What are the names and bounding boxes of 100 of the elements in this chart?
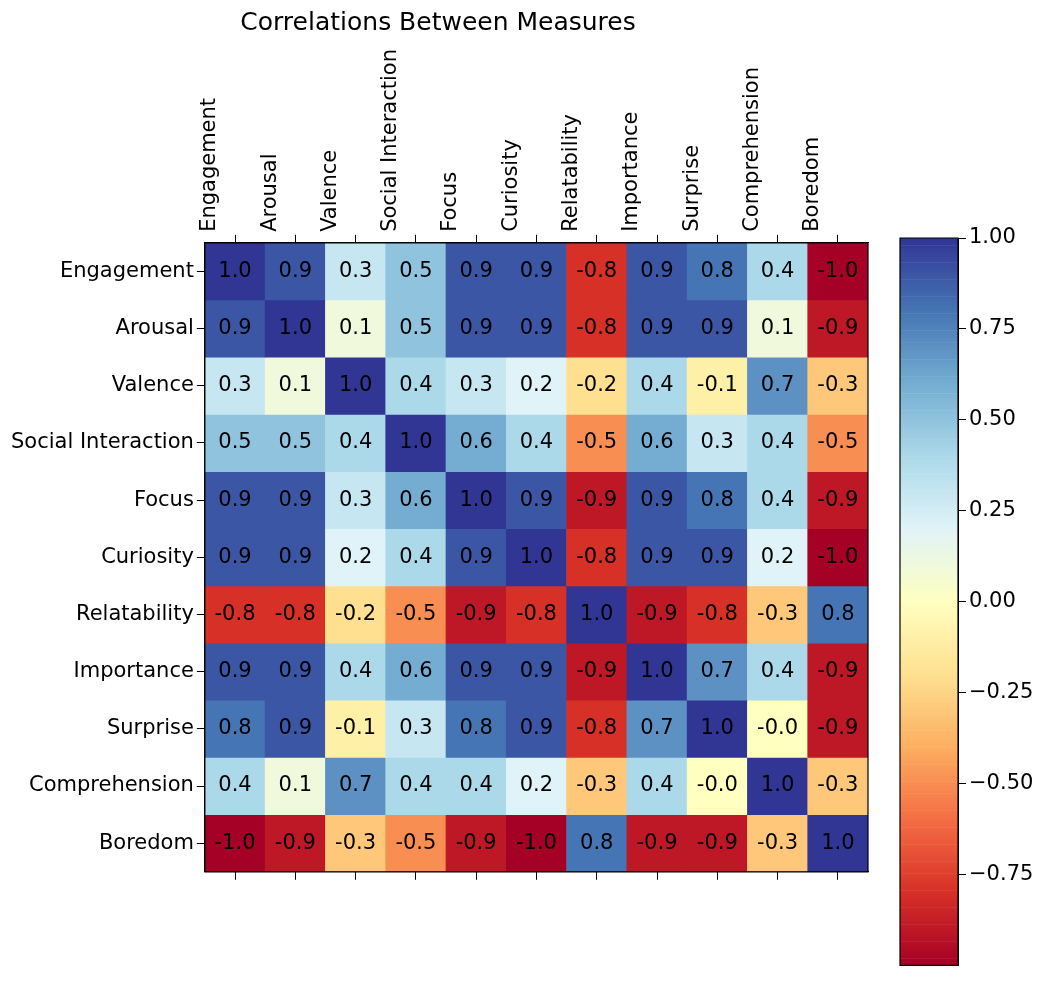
data-label: 1.0 [760, 772, 795, 797]
data-label: -0.9 [696, 829, 738, 854]
data-label: -0.3 [757, 829, 799, 854]
data-label: -0.9 [817, 486, 859, 511]
data-label: -0.3 [576, 772, 618, 797]
data-label: 0.6 [399, 658, 433, 683]
y-tick-label: Comprehension [28, 772, 194, 797]
x-tick-label: Comprehension [738, 66, 763, 232]
data-label: -0.9 [455, 829, 497, 854]
data-label: 0.2 [519, 772, 554, 797]
data-label: -0.9 [636, 600, 678, 625]
data-label: 0.5 [278, 429, 312, 454]
color-bar-label: −0.50 [969, 770, 1034, 794]
data-label: 0.7 [700, 658, 734, 683]
data-label: -0.8 [576, 543, 618, 568]
data-label: 0.3 [218, 372, 252, 397]
data-label: 1.0 [519, 543, 554, 568]
y-tick-label: Social Interaction [10, 429, 194, 454]
data-label: -0.9 [274, 829, 316, 854]
data-label: 0.9 [640, 486, 674, 511]
data-label: -0.8 [576, 257, 618, 282]
data-label: -0.5 [395, 600, 437, 625]
data-label: 0.4 [640, 772, 674, 797]
data-label: -0.3 [817, 772, 859, 797]
data-label: 1.0 [278, 315, 312, 340]
data-label: -0.1 [335, 715, 377, 740]
data-label: 0.2 [760, 543, 795, 568]
data-label: -0.9 [576, 486, 618, 511]
data-label: 0.6 [399, 486, 433, 511]
color-bar-label: 0.00 [969, 588, 1016, 613]
data-label: -0.8 [274, 600, 316, 625]
data-label: 0.9 [278, 257, 312, 282]
data-label: -0.3 [335, 829, 377, 854]
data-label: 0.1 [278, 372, 312, 397]
data-label: -0.9 [455, 600, 497, 625]
data-label: 1.0 [338, 372, 373, 397]
x-tick-label: Importance [618, 111, 643, 232]
x-tick-label: Curiosity [497, 139, 522, 232]
data-label: 0.9 [640, 315, 674, 340]
data-label: -0.9 [817, 658, 859, 683]
data-label: 0.4 [760, 658, 795, 683]
data-label: -0.8 [576, 715, 618, 740]
data-label: 0.9 [459, 543, 493, 568]
data-label: -0.0 [696, 772, 738, 797]
y-tick-label: Importance [73, 658, 194, 683]
data-label: 0.1 [760, 315, 795, 340]
data-label: 0.2 [519, 372, 554, 397]
y-tick-label: Arousal [115, 315, 194, 340]
data-label: -0.1 [696, 372, 738, 397]
data-label: 0.4 [338, 658, 373, 683]
data-label: 0.3 [338, 486, 373, 511]
data-label: 1.0 [399, 429, 433, 454]
data-label: 0.5 [218, 429, 252, 454]
y-tick-label: Surprise [106, 715, 194, 740]
x-tick-label: Surprise [678, 144, 703, 232]
data-label: -1.0 [817, 543, 859, 568]
data-label: 0.8 [459, 715, 493, 740]
y-tick-label: Curiosity [101, 543, 194, 568]
data-label: -1.0 [515, 829, 557, 854]
y-tick-label: Focus [133, 486, 194, 511]
data-label: -0.9 [817, 315, 859, 340]
data-label: -0.8 [576, 315, 618, 340]
data-label: 0.9 [700, 543, 734, 568]
data-label: 0.8 [700, 257, 734, 282]
data-label: 0.8 [821, 600, 855, 625]
data-label: 0.6 [640, 429, 674, 454]
color-bar-label: −0.25 [969, 679, 1034, 704]
data-label: 0.4 [399, 772, 433, 797]
data-label: 0.9 [278, 715, 312, 740]
data-label: 0.2 [338, 543, 373, 568]
x-tick-label: Arousal [256, 153, 281, 232]
color-bar-label: 0.50 [969, 406, 1016, 431]
data-label: 0.4 [760, 257, 795, 282]
data-label: 0.3 [338, 257, 373, 282]
data-label: 0.9 [459, 315, 493, 340]
y-tick-label: Valence [111, 372, 194, 397]
data-label: 1.0 [580, 600, 614, 625]
data-label: 1.0 [640, 658, 674, 683]
data-label: 1.0 [700, 715, 734, 740]
data-label: -0.9 [817, 715, 859, 740]
data-label: -0.8 [696, 600, 738, 625]
data-label: 0.9 [459, 257, 493, 282]
data-label: 0.7 [338, 772, 373, 797]
data-label: 0.8 [580, 829, 614, 854]
data-label: 0.4 [399, 543, 433, 568]
data-label: 0.9 [519, 658, 554, 683]
data-label: 0.5 [399, 257, 433, 282]
data-label: 0.9 [218, 486, 252, 511]
data-label: 0.9 [278, 658, 312, 683]
data-label: -0.5 [576, 429, 618, 454]
data-label: 1.0 [821, 829, 855, 854]
color-bar-label: 0.25 [969, 497, 1016, 522]
data-label: 0.7 [760, 372, 795, 397]
data-label: 0.9 [640, 257, 674, 282]
data-label: 0.4 [519, 429, 554, 454]
data-label: -0.2 [335, 600, 377, 625]
x-tick-label: Valence [316, 149, 341, 232]
data-label: 0.5 [399, 315, 433, 340]
color-bar-label: −0.75 [969, 860, 1034, 885]
data-label: 0.8 [218, 715, 252, 740]
